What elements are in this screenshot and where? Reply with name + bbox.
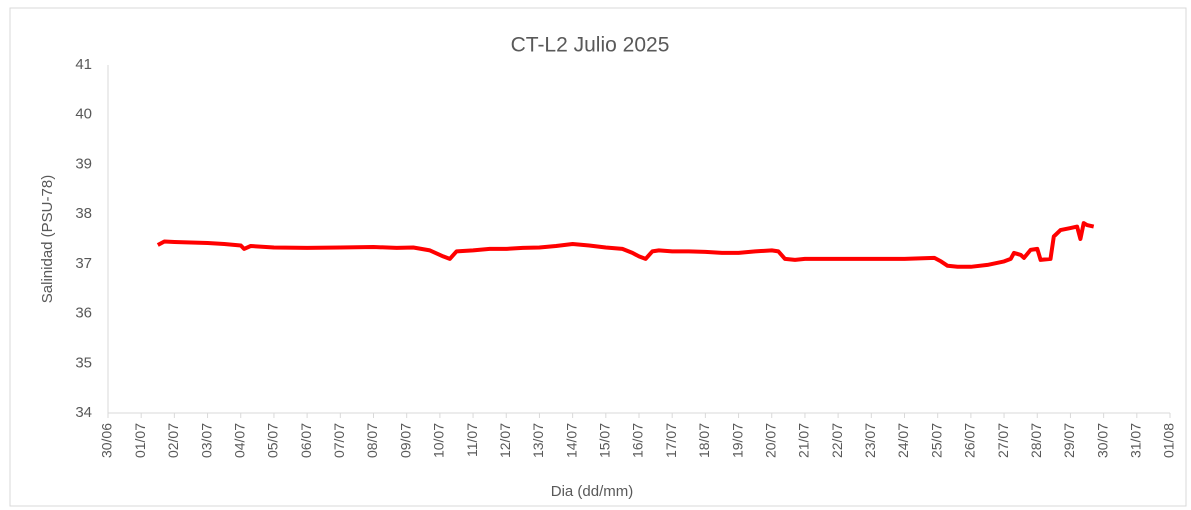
x-tick-label: 31/07 bbox=[1128, 423, 1144, 458]
x-tick-label: 08/07 bbox=[364, 423, 380, 458]
chart-title: CT-L2 Julio 2025 bbox=[511, 34, 670, 57]
x-tick-label: 29/07 bbox=[1061, 423, 1077, 458]
y-tick-label: 36 bbox=[75, 305, 92, 322]
x-tick-label: 18/07 bbox=[696, 423, 712, 458]
x-tick-label: 19/07 bbox=[729, 423, 745, 458]
y-tick-label: 37 bbox=[75, 255, 92, 272]
x-tick-label: 01/08 bbox=[1161, 423, 1177, 458]
y-tick-label: 40 bbox=[75, 106, 92, 123]
x-tick-label: 17/07 bbox=[663, 423, 679, 458]
x-tick-label: 07/07 bbox=[331, 423, 347, 458]
x-tick-label: 30/06 bbox=[99, 423, 115, 458]
x-tick-label: 16/07 bbox=[630, 423, 646, 458]
x-tick-label: 27/07 bbox=[995, 423, 1011, 458]
x-tick-label: 13/07 bbox=[530, 423, 546, 458]
x-tick-label: 15/07 bbox=[597, 423, 613, 458]
x-axis-label: Dia (dd/mm) bbox=[551, 483, 634, 500]
x-tick-label: 02/07 bbox=[165, 423, 181, 458]
x-tick-label: 30/07 bbox=[1094, 423, 1110, 458]
y-tick-label: 35 bbox=[75, 354, 92, 371]
x-tick-label: 21/07 bbox=[796, 423, 812, 458]
x-tick-label: 26/07 bbox=[962, 423, 978, 458]
x-tick-label: 28/07 bbox=[1028, 423, 1044, 458]
x-tick-label: 04/07 bbox=[231, 423, 247, 458]
x-tick-label: 12/07 bbox=[497, 423, 513, 458]
chart-frame bbox=[9, 7, 1187, 507]
x-tick-label: 11/07 bbox=[464, 423, 480, 457]
x-tick-label: 22/07 bbox=[829, 423, 845, 458]
x-tick-label: 25/07 bbox=[928, 423, 944, 458]
y-tick-label: 34 bbox=[75, 404, 92, 421]
x-tick-label: 01/07 bbox=[132, 423, 148, 458]
x-tick-label: 20/07 bbox=[762, 423, 778, 458]
x-tick-label: 10/07 bbox=[431, 423, 447, 458]
x-tick-label: 14/07 bbox=[563, 423, 579, 458]
y-tick-label: 38 bbox=[75, 205, 92, 222]
x-tick-label: 05/07 bbox=[265, 423, 281, 458]
y-axis-label: Salinidad (PSU-78) bbox=[39, 175, 56, 303]
x-tick-label: 09/07 bbox=[397, 423, 413, 458]
x-tick-label: 06/07 bbox=[298, 423, 314, 458]
x-tick-label: 23/07 bbox=[862, 423, 878, 458]
y-tick-label: 39 bbox=[75, 155, 92, 172]
x-tick-label: 03/07 bbox=[198, 423, 214, 458]
y-tick-label: 41 bbox=[75, 56, 92, 73]
x-tick-label: 24/07 bbox=[895, 423, 911, 458]
data-line bbox=[156, 221, 1095, 269]
